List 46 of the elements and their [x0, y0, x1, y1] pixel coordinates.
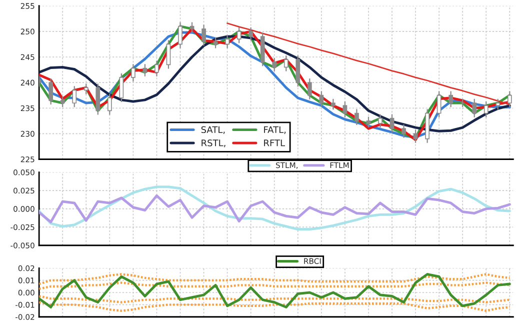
candlestick	[507, 90, 512, 108]
candlestick	[342, 100, 348, 118]
candlestick	[190, 22, 194, 34]
candlestick	[72, 86, 77, 108]
candlestick	[402, 124, 406, 138]
line-series	[39, 194, 511, 224]
candlestick	[236, 26, 242, 44]
candlestick	[436, 90, 442, 118]
candlestick	[390, 114, 394, 134]
candlestick	[48, 78, 54, 106]
line-series	[39, 272, 511, 308]
candlestick	[213, 37, 218, 49]
candlestick	[131, 64, 136, 82]
candlestick	[284, 54, 288, 72]
candlestick	[484, 100, 488, 118]
candlestick	[154, 60, 159, 77]
line-series	[39, 282, 511, 290]
candlestick	[166, 40, 171, 70]
candlestick	[202, 24, 206, 46]
candlestick	[248, 26, 254, 42]
candlestick	[307, 78, 312, 100]
candlestick	[272, 57, 277, 72]
candlestick	[319, 90, 324, 108]
candlestick	[448, 90, 454, 108]
candlestick	[96, 83, 100, 116]
legend-label: FATL,	[264, 126, 286, 134]
candlestick	[496, 98, 500, 110]
candlestick	[354, 108, 359, 126]
candlestick	[84, 83, 88, 95]
candlestick	[119, 72, 124, 103]
candlestick	[296, 54, 300, 88]
candlestick	[472, 98, 477, 118]
candlestick	[331, 98, 336, 110]
line-series	[226, 22, 510, 106]
candlestick	[225, 34, 230, 49]
legend-label: SATL,	[201, 126, 225, 134]
line-series	[39, 301, 511, 312]
line-series	[39, 295, 511, 304]
legend-label: RFTL	[264, 140, 286, 146]
candlestick	[378, 114, 382, 128]
candlestick	[178, 22, 182, 49]
legend-label: RSTL,	[202, 139, 226, 148]
candlestick	[366, 116, 371, 128]
candlestick	[60, 96, 65, 108]
candlestick	[107, 93, 112, 116]
line-series	[39, 273, 511, 286]
